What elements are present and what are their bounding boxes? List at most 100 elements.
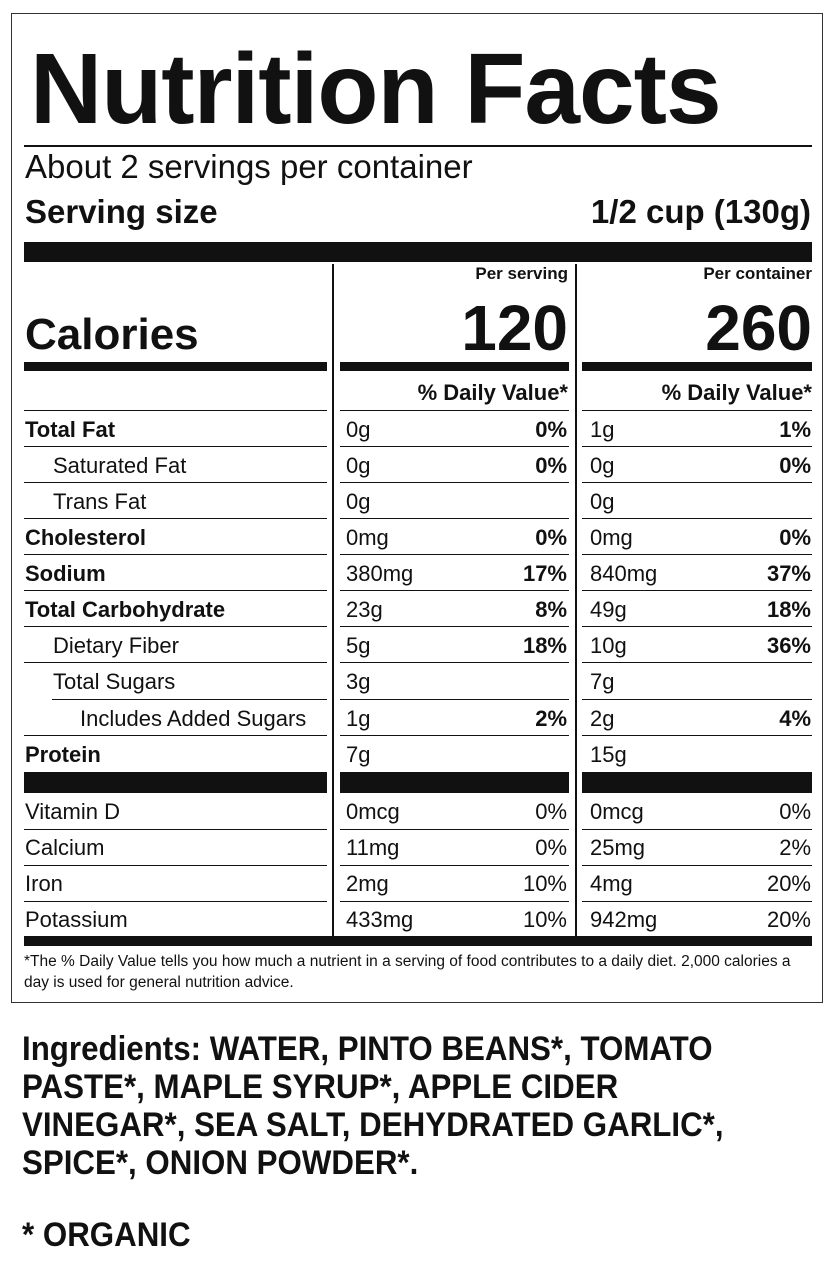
nutrient-name: Saturated Fat: [53, 453, 187, 478]
serving-size-value: 1/2 cup (130g): [590, 193, 811, 230]
per-container-label: Per container: [703, 264, 812, 283]
vitamin-row-vitamin-d: Vitamin D 0mcg 0% 0mcg 0%: [12, 793, 824, 829]
row-divider: [24, 590, 327, 591]
amount-per-serving: 3g: [346, 669, 371, 694]
nutrient-row-protein: Protein 7g 15g: [12, 736, 824, 772]
nutrition-facts-panel: Nutrition Facts About 2 servings per con…: [11, 13, 823, 1003]
row-divider: [340, 410, 569, 411]
row-divider: [582, 410, 812, 411]
row-divider: [24, 901, 327, 902]
amount-per-serving: 433mg: [346, 907, 414, 932]
nutrient-name: Protein: [25, 742, 101, 767]
row-divider: [340, 735, 569, 736]
daily-value-footnote: *The % Daily Value tells you how much a …: [24, 953, 791, 991]
row-divider: [24, 865, 327, 866]
row-divider: [582, 829, 812, 830]
amount-per-serving: 1g: [346, 706, 371, 731]
vitamins-bar-3: [582, 772, 812, 793]
row-divider: [24, 626, 327, 627]
vitamin-name: Potassium: [25, 907, 128, 932]
row-divider: [582, 865, 812, 866]
row-divider: [582, 554, 812, 555]
row-divider: [24, 518, 327, 519]
dv-per-container: 2%: [779, 835, 811, 860]
vitamins-bar-1: [24, 772, 327, 793]
nutrient-name: Dietary Fiber: [53, 633, 179, 658]
amount-per-container: 15g: [590, 742, 627, 767]
row-divider: [24, 554, 327, 555]
dv-per-container: 20%: [766, 907, 811, 932]
nutrient-name: Includes Added Sugars: [80, 706, 307, 731]
amount-per-container: 2g: [590, 706, 615, 731]
row-divider: [340, 590, 569, 591]
row-divider: [582, 590, 812, 591]
nutrient-row-total-carbohydrate: Total Carbohydrate 23g 8% 49g 18%: [12, 591, 824, 627]
row-divider: [24, 735, 327, 736]
row-divider: [340, 901, 569, 902]
nutrient-row-cholesterol: Cholesterol 0mg 0% 0mg 0%: [12, 519, 824, 555]
row-divider: [582, 901, 812, 902]
vitamin-row-calcium: Calcium 11mg 0% 25mg 2%: [12, 829, 824, 865]
calories-bar-1: [24, 362, 327, 371]
dv-per-container: 0%: [779, 525, 811, 550]
row-divider: [582, 699, 812, 700]
dv-per-container: 0%: [779, 799, 811, 824]
column-divider-2: [575, 264, 577, 936]
amount-per-serving: 0mg: [346, 525, 389, 550]
dv-per-serving: 0%: [535, 417, 567, 442]
column-divider-1: [332, 264, 334, 936]
dv-per-serving: 0%: [535, 453, 567, 478]
serving-size-label: Serving size: [25, 193, 218, 230]
row-divider: [340, 662, 569, 663]
dv-per-container: [590, 736, 811, 772]
dv-per-container: [590, 483, 811, 519]
amount-per-container: 7g: [590, 669, 615, 694]
thick-bar-top: [24, 242, 812, 262]
amount-per-container: 0mcg: [590, 799, 644, 824]
row-divider: [24, 482, 327, 483]
nutrient-row-sodium: Sodium 380mg 17% 840mg 37%: [12, 555, 824, 591]
dv-per-serving: 0%: [535, 835, 567, 860]
amount-per-serving: 7g: [346, 742, 371, 767]
amount-per-serving: 380mg: [346, 561, 414, 586]
amount-per-container: 0g: [590, 489, 615, 514]
amount-per-serving: 11mg: [346, 835, 400, 860]
amount-per-container: 840mg: [590, 561, 658, 586]
nutrient-name: Total Carbohydrate: [25, 597, 226, 622]
amount-per-serving: 0g: [346, 489, 371, 514]
row-divider: [340, 865, 569, 866]
dv-per-container: 36%: [766, 633, 811, 658]
amount-per-container: 25mg: [590, 835, 646, 860]
vitamin-name: Calcium: [25, 835, 105, 860]
row-divider: [24, 829, 327, 830]
label-title: Nutrition Facts: [30, 33, 722, 145]
nutrient-row-dietary-fiber: Dietary Fiber 5g 18% 10g 36%: [12, 627, 824, 663]
amount-per-serving: 0g: [346, 453, 371, 478]
row-divider: [340, 482, 569, 483]
dv-per-serving: 0%: [535, 525, 567, 550]
vitamin-name: Vitamin D: [25, 799, 120, 824]
row-divider: [24, 662, 327, 663]
nutrient-row-added-sugars: Includes Added Sugars 1g 2% 2g 4%: [12, 700, 824, 736]
row-divider: [340, 829, 569, 830]
amount-per-serving: 5g: [346, 633, 371, 658]
dv-per-serving: 10%: [522, 907, 567, 932]
nutrient-name: Cholesterol: [25, 525, 147, 550]
thick-bar-bottom: [24, 936, 812, 946]
nutrient-row-saturated-fat: Saturated Fat 0g 0% 0g 0%: [12, 447, 824, 483]
dv-per-serving: 8%: [535, 597, 567, 622]
row-divider: [52, 699, 327, 700]
vitamins-bar-2: [340, 772, 569, 793]
dv-per-serving: 0%: [535, 799, 567, 824]
dv-per-container: 0%: [779, 453, 811, 478]
dv-per-serving: 17%: [522, 561, 567, 586]
daily-value-header-container: % Daily Value*: [661, 380, 812, 405]
row-divider: [582, 518, 812, 519]
nutrient-name: Trans Fat: [53, 489, 147, 514]
nutrient-row-trans-fat: Trans Fat 0g 0g: [12, 483, 824, 519]
dv-per-container: 18%: [766, 597, 811, 622]
dv-per-container: 4%: [779, 706, 811, 731]
dv-per-container: 1%: [779, 417, 811, 442]
vitamin-row-potassium: Potassium 433mg 10% 942mg 20%: [12, 901, 824, 937]
nutrient-name: Sodium: [25, 561, 106, 586]
